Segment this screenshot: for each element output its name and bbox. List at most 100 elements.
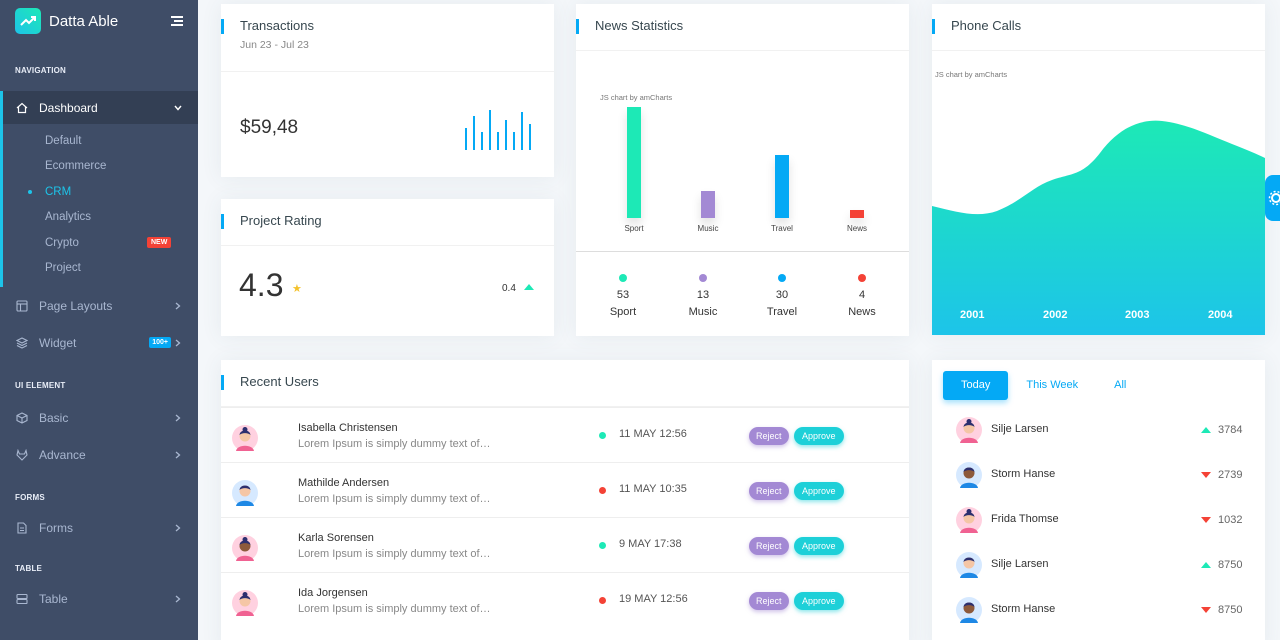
card-title: News Statistics (595, 18, 684, 33)
chevron-right-icon (173, 594, 183, 604)
brand: Datta Able (0, 0, 198, 42)
chart-watermark: JS chart by amCharts (600, 93, 673, 102)
submenu-label: Default (45, 134, 82, 147)
submenu-item-ecommerce[interactable]: Ecommerce (3, 154, 198, 180)
stat-music: 13 Music (673, 274, 733, 318)
submenu-item-project[interactable]: Project (3, 256, 198, 282)
tab-this-week[interactable]: This Week (1026, 379, 1079, 391)
list-item: Silje Larsen 3784 (932, 408, 1280, 453)
chevron-down-icon (173, 103, 183, 113)
card-title: Phone Calls (951, 18, 1022, 33)
legend-dot (858, 274, 866, 282)
submenu-label: CRM (45, 185, 72, 198)
bar-travel (775, 155, 789, 218)
transactions-card: Transactions Jun 23 - Jul 23 $59,48 (221, 4, 554, 177)
stat-travel: 30 Travel (752, 274, 812, 318)
recent-users-card: Recent Users Isabella Christensen Lorem I… (221, 360, 909, 640)
new-badge: NEW (147, 237, 172, 249)
reject-button[interactable]: Reject (749, 482, 789, 500)
arrow-down-icon (1201, 607, 1211, 613)
sidebar-item-widget[interactable]: Widget 100+ (0, 324, 198, 361)
user-name: Silje Larsen (991, 558, 1049, 570)
card-header: Project Rating (221, 199, 554, 246)
area-series (932, 120, 1265, 335)
user-date: 19 MAY 12:56 (619, 593, 688, 605)
tab-today[interactable]: Today (943, 371, 1009, 400)
submenu-label: Crypto (45, 236, 79, 249)
card-title: Project Rating (240, 213, 322, 228)
chevron-right-icon (173, 523, 183, 533)
reject-button[interactable]: Reject (749, 592, 789, 610)
submenu-item-default[interactable]: Default (3, 128, 198, 154)
status-dot (599, 597, 606, 604)
approve-button[interactable]: Approve (794, 427, 844, 445)
x-tick-label: 2003 (1125, 309, 1150, 321)
tab-all[interactable]: All (1114, 379, 1127, 391)
x-tick-label: Travel (771, 224, 793, 233)
sidebar-item-label: Dashboard (39, 100, 98, 115)
stat-label: News (848, 306, 876, 318)
sidebar-item-label: Advance (39, 447, 86, 462)
avatar (232, 590, 258, 616)
activity-value: 3784 (1218, 424, 1243, 436)
nav-caption-forms: FORMS (15, 493, 45, 502)
approve-button[interactable]: Approve (794, 592, 844, 610)
transactions-value: $59,48 (240, 117, 299, 138)
sidebar-item-basic[interactable]: Basic (0, 399, 198, 436)
status-dot (599, 542, 606, 549)
reject-button[interactable]: Reject (749, 427, 789, 445)
dashboard-submenu: Default Ecommerce CRM Analytics Crypto NE… (0, 124, 198, 287)
avatar (956, 507, 982, 533)
x-tick-label: Sport (624, 224, 644, 233)
sidebar-item-advance[interactable]: Advance (0, 436, 198, 473)
avatar (956, 462, 982, 488)
gitlab-icon (15, 448, 29, 462)
stat-label: Travel (766, 306, 798, 318)
arrow-down-icon (1201, 517, 1211, 523)
x-tick-label: 2004 (1208, 309, 1233, 321)
stat-label: Sport (609, 306, 637, 318)
approve-button[interactable]: Approve (794, 482, 844, 500)
submenu-label: Analytics (45, 211, 92, 224)
legend-dot (778, 274, 786, 282)
submenu-item-analytics[interactable]: Analytics (3, 205, 198, 231)
activity-value: 8750 (1218, 559, 1243, 571)
sidebar-item-forms[interactable]: Forms (0, 509, 198, 546)
submenu-item-crm[interactable]: CRM (3, 179, 198, 205)
settings-toggle[interactable] (1265, 175, 1280, 221)
trending-up-icon[interactable] (15, 8, 41, 34)
divider (576, 251, 909, 252)
layout-icon (15, 299, 29, 313)
phone-calls-area-chart (932, 120, 1265, 335)
widget-count-badge: 100+ (149, 337, 171, 348)
chevron-right-icon (173, 301, 183, 311)
stat-sport: 53 Sport (593, 274, 653, 318)
brand-name: Datta Able (49, 12, 119, 30)
sidebar: Datta Able NAVIGATION Dashboard Default … (0, 0, 198, 640)
reject-button[interactable]: Reject (749, 537, 789, 555)
file-text-icon (15, 521, 29, 535)
user-description: Lorem Ipsum is simply dummy text of… (298, 603, 491, 615)
sidebar-item-label: Widget (39, 335, 77, 350)
submenu-item-crypto[interactable]: Crypto NEW (3, 230, 198, 256)
activity-value: 8750 (1218, 604, 1243, 616)
sidebar-item-table[interactable]: Table (0, 580, 198, 617)
sidebar-item-dashboard[interactable]: Dashboard (0, 91, 198, 124)
menu-toggle-icon[interactable] (169, 15, 183, 27)
table-row: Ida Jorgensen Lorem Ipsum is simply dummy… (221, 572, 909, 627)
card-header: News Statistics (576, 4, 909, 51)
x-tick-label: 2002 (1043, 309, 1068, 321)
list-item: Storm Hanse 2739 (932, 453, 1280, 498)
x-tick-label: Music (697, 224, 719, 233)
phone-calls-card: Phone Calls JS chart by amCharts 2001 20… (932, 4, 1265, 335)
transactions-sparkline (465, 110, 531, 150)
sidebar-item-page-layouts[interactable]: Page Layouts (0, 287, 198, 324)
sidebar-item-label: Forms (39, 520, 73, 535)
gear-icon (1268, 190, 1280, 206)
rating-change: 0.4 (502, 283, 516, 294)
approve-button[interactable]: Approve (794, 537, 844, 555)
avatar (956, 417, 982, 443)
bar-sport (627, 107, 641, 218)
activity-card: Today This Week All Silje Larsen 3784 Stor… (932, 360, 1265, 640)
box-icon (15, 411, 29, 425)
